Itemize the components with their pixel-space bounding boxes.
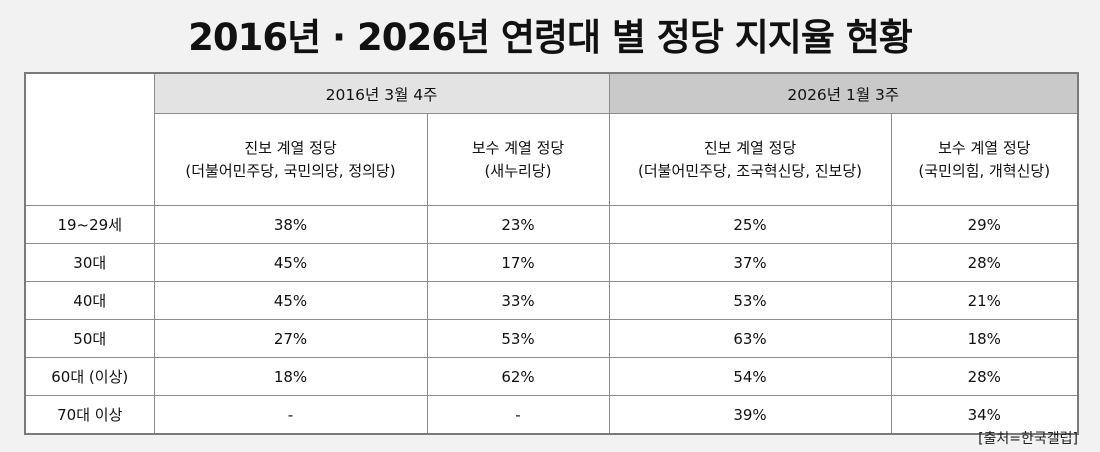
source-note: [출처=한국갤럽] bbox=[978, 431, 1078, 447]
support-rate-cell: 29% bbox=[890, 205, 1079, 244]
support-rate-cell: - bbox=[153, 395, 428, 435]
age-group-label: 40대 bbox=[24, 281, 155, 320]
support-rate-cell: - bbox=[426, 395, 610, 435]
age-group-label: 30대 bbox=[24, 243, 155, 282]
support-rate-cell: 63% bbox=[608, 319, 892, 358]
support-rate-cell: 28% bbox=[890, 243, 1079, 282]
support-rate-cell: 17% bbox=[426, 243, 610, 282]
support-rate-cell: 53% bbox=[426, 319, 610, 358]
column-header-name: 보수 계열 정당 bbox=[938, 138, 1031, 157]
table-row: 40대 45% 33% 53% 21% bbox=[24, 281, 1079, 320]
party-group-header-row: 진보 계열 정당 (더불어민주당, 국민의당, 정의당) 보수 계열 정당 (새… bbox=[25, 113, 1079, 206]
corner-cell bbox=[24, 72, 155, 206]
column-header-parties: (더불어민주당, 조국혁신당, 진보당) bbox=[638, 161, 862, 180]
support-rate-cell: 21% bbox=[890, 281, 1079, 320]
column-header-name: 진보 계열 정당 bbox=[244, 138, 337, 157]
support-rate-cell: 37% bbox=[608, 243, 892, 282]
page-title: 2016년 · 2026년 연령대 별 정당 지지율 현황 bbox=[188, 16, 913, 59]
age-group-label: 19~29세 bbox=[24, 205, 155, 244]
support-rate-cell: 38% bbox=[153, 205, 428, 244]
column-header-2016-conservative: 보수 계열 정당 (새누리당) bbox=[426, 113, 610, 206]
column-header-2016-progressive: 진보 계열 정당 (더불어민주당, 국민의당, 정의당) bbox=[153, 113, 428, 206]
support-rate-cell: 39% bbox=[608, 395, 892, 435]
column-header-parties: (새누리당) bbox=[484, 161, 552, 180]
period-header-row: 2016년 3월 4주 2026년 1월 3주 bbox=[24, 72, 1079, 206]
support-rate-cell: 23% bbox=[426, 205, 610, 244]
support-rate-cell: 45% bbox=[153, 243, 428, 282]
period-header-2016: 2016년 3월 4주 bbox=[153, 72, 610, 114]
support-rate-cell: 27% bbox=[153, 319, 428, 358]
column-header-2026-conservative: 보수 계열 정당 (국민의힘, 개혁신당) bbox=[890, 113, 1079, 206]
table-row: 19~29세 38% 23% 25% 29% bbox=[24, 205, 1079, 244]
period-header-2026: 2026년 1월 3주 bbox=[608, 72, 1079, 114]
support-rate-cell: 62% bbox=[426, 357, 610, 396]
column-header-2026-progressive: 진보 계열 정당 (더불어민주당, 조국혁신당, 진보당) bbox=[608, 113, 892, 206]
support-rate-table: 2016년 3월 4주 2026년 1월 3주 진보 계열 정당 (더불어민주당… bbox=[24, 72, 1079, 435]
age-group-label: 50대 bbox=[24, 319, 155, 358]
column-header-parties: (더불어민주당, 국민의당, 정의당) bbox=[185, 161, 396, 180]
age-group-label: 60대 (이상) bbox=[24, 357, 155, 396]
table-row: 30대 45% 17% 37% 28% bbox=[24, 243, 1079, 282]
support-rate-cell: 54% bbox=[608, 357, 892, 396]
column-header-name: 보수 계열 정당 bbox=[471, 138, 565, 157]
table-row: 60대 (이상) 18% 62% 54% 28% bbox=[24, 357, 1079, 396]
column-header-parties: (국민의힘, 개혁신당) bbox=[918, 161, 1051, 180]
age-group-label: 70대 이상 bbox=[24, 395, 155, 435]
support-rate-cell: 18% bbox=[153, 357, 428, 396]
support-rate-cell: 34% bbox=[890, 395, 1079, 435]
support-rate-cell: 28% bbox=[890, 357, 1079, 396]
support-rate-cell: 33% bbox=[426, 281, 610, 320]
support-rate-cell: 18% bbox=[890, 319, 1079, 358]
table-row: 70대 이상 - -39% 34% bbox=[24, 395, 1079, 435]
column-header-name: 진보 계열 정당 bbox=[703, 138, 797, 157]
support-rate-cell: 53% bbox=[608, 281, 892, 320]
table-row: 50대 27% 53% 63% 18% bbox=[24, 319, 1079, 358]
support-rate-cell: 45% bbox=[153, 281, 428, 320]
support-rate-cell: 25% bbox=[608, 205, 892, 244]
